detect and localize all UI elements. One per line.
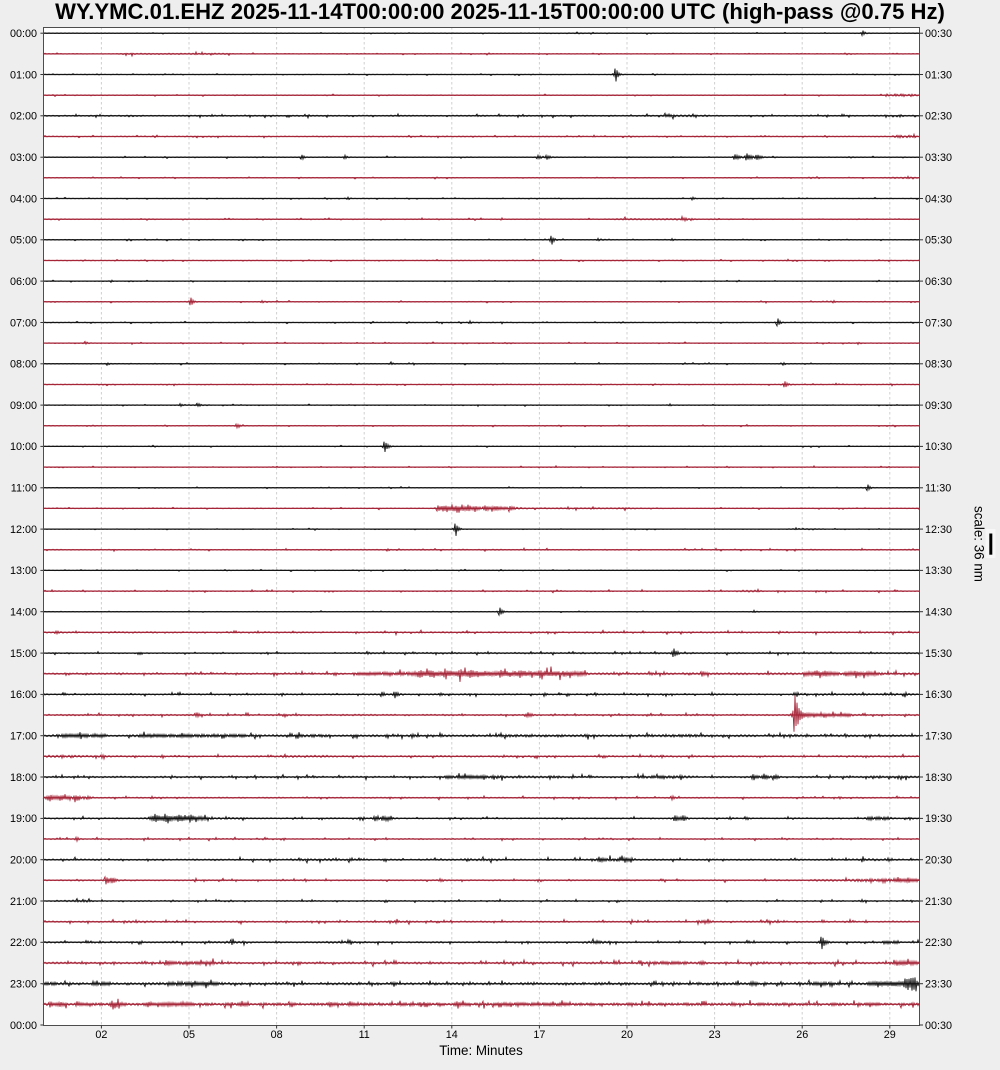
svg-text:09:00: 09:00 <box>10 400 37 412</box>
svg-text:00:00: 00:00 <box>10 28 37 40</box>
svg-text:09:30: 09:30 <box>925 400 952 412</box>
svg-text:08: 08 <box>271 1029 283 1041</box>
svg-text:01:00: 01:00 <box>10 69 37 81</box>
svg-text:03:00: 03:00 <box>10 152 37 164</box>
svg-text:07:00: 07:00 <box>10 317 37 329</box>
svg-text:07:30: 07:30 <box>925 317 952 329</box>
svg-text:14:30: 14:30 <box>925 607 952 619</box>
svg-text:04:30: 04:30 <box>925 193 952 205</box>
svg-text:10:00: 10:00 <box>10 441 37 453</box>
svg-text:18:00: 18:00 <box>10 772 37 784</box>
svg-text:00:30: 00:30 <box>925 1020 952 1032</box>
svg-text:23:00: 23:00 <box>10 979 37 991</box>
svg-text:03:30: 03:30 <box>925 152 952 164</box>
svg-text:17:30: 17:30 <box>925 731 952 743</box>
svg-text:05: 05 <box>183 1029 195 1041</box>
svg-text:02: 02 <box>95 1029 107 1041</box>
svg-text:19:30: 19:30 <box>925 813 952 825</box>
svg-text:14: 14 <box>446 1029 458 1041</box>
svg-text:scale: 36 nm: scale: 36 nm <box>972 506 987 582</box>
svg-text:01:30: 01:30 <box>925 69 952 81</box>
svg-text:20: 20 <box>621 1029 633 1041</box>
svg-text:16:30: 16:30 <box>925 689 952 701</box>
svg-text:20:00: 20:00 <box>10 855 37 867</box>
svg-text:05:30: 05:30 <box>925 235 952 247</box>
svg-text:10:30: 10:30 <box>925 441 952 453</box>
svg-text:23: 23 <box>709 1029 721 1041</box>
svg-text:13:30: 13:30 <box>925 565 952 577</box>
svg-text:11:30: 11:30 <box>925 483 951 495</box>
svg-text:11: 11 <box>359 1029 370 1041</box>
svg-text:21:30: 21:30 <box>925 896 952 908</box>
svg-text:22:00: 22:00 <box>10 937 37 949</box>
svg-text:12:30: 12:30 <box>925 524 952 536</box>
svg-text:06:30: 06:30 <box>925 276 952 288</box>
svg-text:22:30: 22:30 <box>925 937 952 949</box>
svg-text:15:00: 15:00 <box>10 648 37 660</box>
svg-text:02:30: 02:30 <box>925 111 952 123</box>
svg-text:00:30: 00:30 <box>925 28 952 40</box>
svg-text:17:00: 17:00 <box>10 731 37 743</box>
svg-text:11:00: 11:00 <box>11 483 37 495</box>
svg-text:00:00: 00:00 <box>10 1020 37 1032</box>
svg-text:05:00: 05:00 <box>10 235 37 247</box>
svg-text:19:00: 19:00 <box>10 813 37 825</box>
svg-text:08:00: 08:00 <box>10 359 37 371</box>
svg-text:14:00: 14:00 <box>10 607 37 619</box>
svg-text:12:00: 12:00 <box>10 524 37 536</box>
svg-text:WY.YMC.01.EHZ 2025-11-14T00:00: WY.YMC.01.EHZ 2025-11-14T00:00:00 2025-1… <box>55 0 945 24</box>
svg-text:06:00: 06:00 <box>10 276 37 288</box>
svg-text:13:00: 13:00 <box>10 565 37 577</box>
svg-text:Time: Minutes: Time: Minutes <box>439 1043 523 1058</box>
svg-text:02:00: 02:00 <box>10 111 37 123</box>
svg-text:21:00: 21:00 <box>10 896 37 908</box>
svg-text:20:30: 20:30 <box>925 855 952 867</box>
svg-text:15:30: 15:30 <box>925 648 952 660</box>
svg-text:04:00: 04:00 <box>10 193 37 205</box>
svg-text:18:30: 18:30 <box>925 772 952 784</box>
svg-text:16:00: 16:00 <box>10 689 37 701</box>
svg-text:26: 26 <box>796 1029 808 1041</box>
svg-text:29: 29 <box>884 1029 896 1041</box>
svg-text:17: 17 <box>533 1029 545 1041</box>
svg-text:23:30: 23:30 <box>925 979 952 991</box>
svg-text:08:30: 08:30 <box>925 359 952 371</box>
